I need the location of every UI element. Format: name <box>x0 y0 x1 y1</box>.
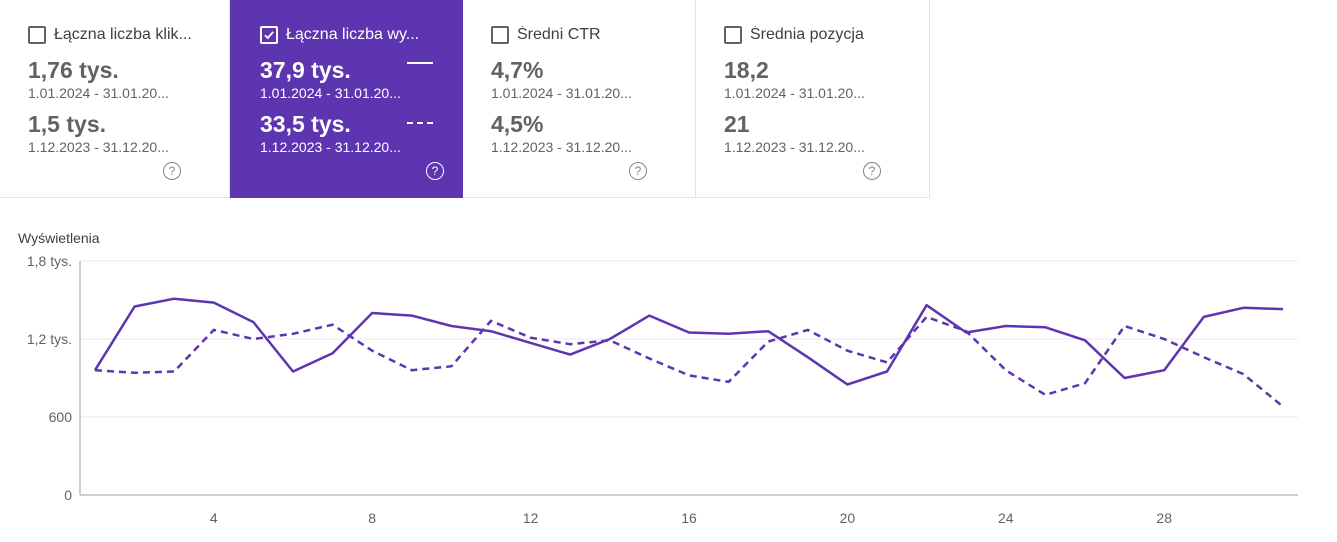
help-icon[interactable]: ? <box>629 162 647 180</box>
impressions-chart: Wyświetlenia 0 600 1,2 tys. 1,8 tys. 4 8 12 16 2… <box>0 218 1337 542</box>
comparison-value: 33,5 tys. <box>260 111 351 137</box>
card-header: Średni CTR <box>491 22 695 48</box>
card-total-clicks[interactable]: Łączna liczba klik... 1,76 tys. 1.01.202… <box>0 0 230 198</box>
current-period-line <box>93 297 1284 386</box>
previous-period-line <box>94 315 1284 408</box>
card-title: Średni CTR <box>517 26 601 43</box>
card-header: Łączna liczba klik... <box>28 22 229 48</box>
x-tick-label: 8 <box>368 510 376 526</box>
help-icon[interactable]: ? <box>163 162 181 180</box>
y-tick-label: 1,8 tys. <box>27 253 72 269</box>
card-title: Łączna liczba wy... <box>286 26 420 43</box>
y-tick-label: 1,2 tys. <box>27 331 72 347</box>
x-tick-label: 16 <box>681 510 697 526</box>
metric-value: 18,2 <box>724 57 769 83</box>
date-range: 1.01.2024 - 31.01.20... <box>28 85 169 101</box>
card-average-ctr[interactable]: Średni CTR 4,7% 1.01.2024 - 31.01.20... … <box>463 0 696 198</box>
checkbox-checked-icon[interactable] <box>260 26 278 44</box>
date-range: 1.01.2024 - 31.01.20... <box>491 85 632 101</box>
card-header: Łączna liczba wy... <box>260 22 462 48</box>
x-tick-label: 28 <box>1156 510 1172 526</box>
line-chart: 0 600 1,2 tys. 1,8 tys. 4 8 12 16 20 24 28 <box>27 253 1298 526</box>
y-tick-label: 0 <box>64 487 72 503</box>
y-axis-title: Wyświetlenia <box>18 230 100 246</box>
metric-cards: Łączna liczba klik... 1,76 tys. 1.01.202… <box>0 0 930 198</box>
metric-value: 37,9 tys. <box>260 57 351 83</box>
x-tick-label: 12 <box>523 510 539 526</box>
date-range: 1.01.2024 - 31.01.20... <box>260 85 401 101</box>
solid-line-legend-icon <box>407 62 433 64</box>
comparison-date-range: 1.12.2023 - 31.12.20... <box>491 139 632 155</box>
card-total-impressions[interactable]: Łączna liczba wy... 37,9 tys. 1.01.2024 … <box>230 0 463 198</box>
y-tick-label: 600 <box>49 409 73 425</box>
card-average-position[interactable]: Średnia pozycja 18,2 1.01.2024 - 31.01.2… <box>696 0 930 198</box>
checkbox-unchecked-icon[interactable] <box>28 26 46 44</box>
comparison-value: 21 <box>724 111 750 137</box>
comparison-value: 1,5 tys. <box>28 111 106 137</box>
checkbox-unchecked-icon[interactable] <box>724 26 742 44</box>
checkbox-unchecked-icon[interactable] <box>491 26 509 44</box>
comparison-date-range: 1.12.2023 - 31.12.20... <box>260 139 401 155</box>
comparison-date-range: 1.12.2023 - 31.12.20... <box>28 139 169 155</box>
comparison-date-range: 1.12.2023 - 31.12.20... <box>724 139 865 155</box>
metric-value: 4,7% <box>491 57 544 83</box>
checkmark-icon <box>264 31 274 40</box>
x-tick-label: 24 <box>998 510 1014 526</box>
card-header: Średnia pozycja <box>724 22 929 48</box>
card-title: Średnia pozycja <box>750 26 864 43</box>
help-icon[interactable]: ? <box>863 162 881 180</box>
metric-value: 1,76 tys. <box>28 57 119 83</box>
card-title: Łączna liczba klik... <box>54 26 192 43</box>
x-tick-label: 4 <box>210 510 218 526</box>
date-range: 1.01.2024 - 31.01.20... <box>724 85 865 101</box>
help-icon[interactable]: ? <box>426 162 444 180</box>
dashed-line-legend-icon <box>407 122 433 124</box>
x-tick-label: 20 <box>840 510 856 526</box>
comparison-value: 4,5% <box>491 111 544 137</box>
